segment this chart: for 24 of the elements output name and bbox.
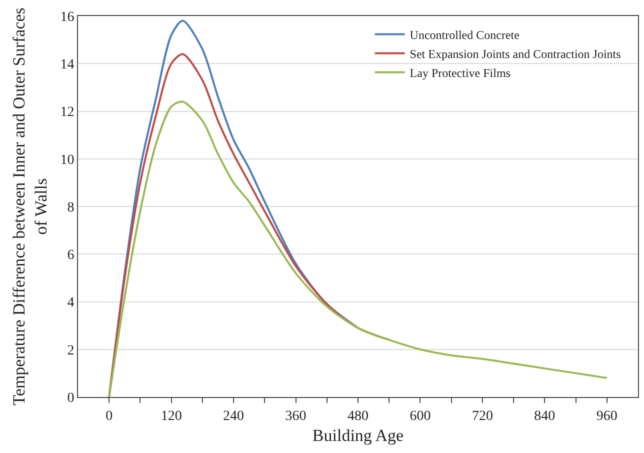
x-tick-label: 480 [348,408,368,424]
x-tick-label: 960 [596,408,618,424]
y-tick-label: 10 [60,152,74,168]
y-axis-title: Temperature Difference between Inner and Outer Surfaces of Walls [10,8,51,406]
y-tick-label: 6 [67,248,74,264]
legend-label: Uncontrolled Concrete [410,28,520,42]
x-tick-label: 120 [160,408,182,424]
legend-label: Set Expansion Joints and Contraction Joints [410,46,622,61]
y-tick-label: 14 [60,58,74,73]
x-tick-label: 600 [410,408,431,424]
y-tick-label: 8 [67,200,74,216]
line-series [108,100,608,397]
y-tick-label: 16 [60,10,74,25]
legend-label: Lay Protective Films [410,66,511,80]
y-tick-label: 0 [67,390,74,406]
x-tick-label: 0 [106,408,113,424]
x-tick-label: 240 [223,408,244,424]
x-tick-label: 720 [472,408,493,424]
x-axis-title: Building Age [312,426,404,446]
y-tick-label: 4 [67,296,74,311]
x-tick-label: 840 [534,408,556,424]
y-tick-label: 12 [60,105,74,120]
y-tick-label: 2 [67,343,74,358]
x-tick-label: 360 [285,408,306,424]
